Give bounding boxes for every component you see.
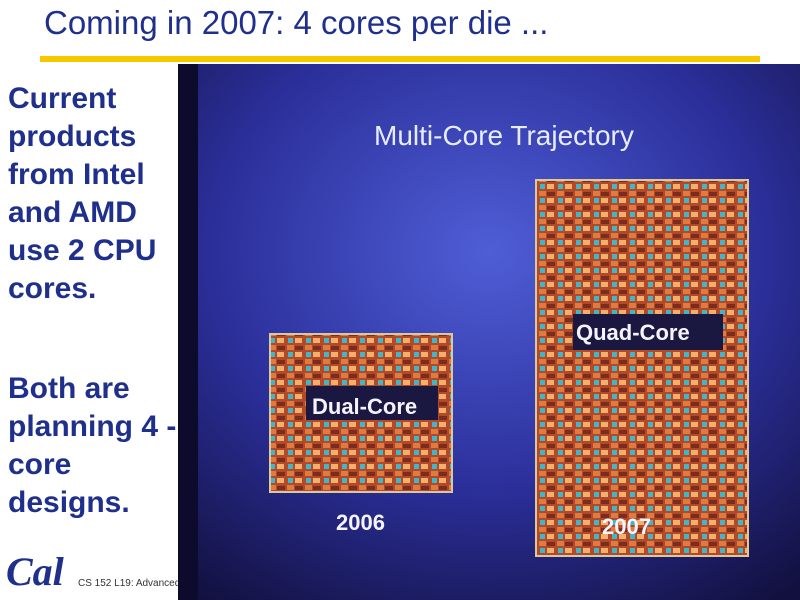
- cal-logo: Cal: [6, 549, 65, 593]
- dual-core-die: [269, 333, 453, 493]
- quad-core-die: [535, 179, 749, 557]
- quad-core-label: Quad-Core: [576, 320, 690, 345]
- title-underline: [40, 56, 760, 62]
- photo-heading: Multi-Core Trajectory: [374, 120, 634, 151]
- bullet-planning: Both are planning 4 -core designs.: [8, 372, 177, 519]
- bullet-current-products: Current products from Intel and AMD use …: [8, 82, 157, 305]
- footer-course-label: CS 152 L19: Advanced: [78, 578, 178, 589]
- multi-core-photo: Multi-Core Trajectory Quad-Core Dual-Cor…: [178, 64, 800, 600]
- slide-title: Coming in 2007: 4 cores per die ...: [44, 4, 549, 41]
- year-2007-label: 2007: [602, 514, 651, 539]
- year-2006-label: 2006: [336, 510, 385, 535]
- dual-core-label: Dual-Core: [312, 394, 417, 419]
- cal-logo-text: Cal: [6, 549, 65, 593]
